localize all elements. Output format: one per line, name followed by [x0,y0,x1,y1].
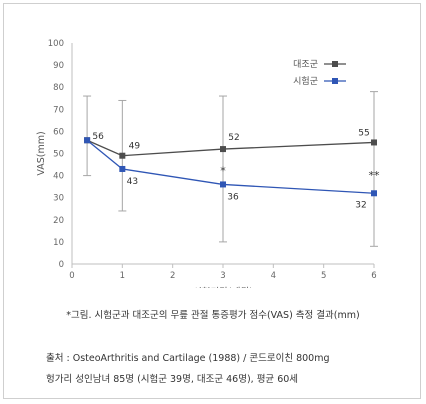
data-label-test: 36 [227,192,239,202]
data-point-control [371,139,377,146]
y-tick-label: 10 [53,238,64,248]
source-citation: 출처 : OsteoArthritis and Cartilage (1988)… [46,353,330,364]
y-tick-label: 80 [53,83,64,93]
y-tick-label: 0 [59,260,64,270]
data-point-test [371,190,377,197]
y-tick-label: 50 [53,150,64,160]
chart-svg: 01020304050607080901000123456시험기간(개월)VAS… [36,39,381,288]
figure-caption: *그림. 시험군과 대조군의 무릎 관절 통증평가 점수(VAS) 측정 결과(… [66,310,360,321]
data-point-test [119,165,126,172]
x-tick-label: 6 [371,271,376,281]
x-axis-label: 시험기간(개월) [193,286,253,288]
y-tick-label: 60 [53,127,64,137]
vas-line-chart: 01020304050607080901000123456시험기간(개월)VAS… [24,26,401,288]
y-tick-label: 70 [53,105,64,115]
x-tick-label: 5 [321,271,326,281]
x-tick-label: 0 [69,271,74,281]
x-tick-label: 1 [120,271,125,281]
y-tick-label: 20 [53,216,64,226]
y-axis-label: VAS(mm) [36,131,47,175]
significance-marker: ** [369,169,381,182]
legend-label: 대조군 [293,59,318,70]
significance-marker: * [220,165,226,178]
y-tick-label: 40 [53,172,64,182]
figure-frame [3,3,421,399]
data-label-control: 49 [129,142,141,152]
subject-info: 헝가리 성인남녀 85명 (시험군 39명, 대조군 46명), 평균 60세 [46,374,299,385]
y-tick-label: 30 [53,194,64,204]
x-tick-label: 4 [271,271,276,281]
series-line-test [86,139,375,194]
data-label-control: 52 [228,133,239,143]
y-tick-label: 100 [48,39,64,49]
series-line-control [86,139,375,157]
data-point-test [220,181,226,188]
data-label-test: 32 [355,200,366,210]
data-label-control: 55 [358,128,369,138]
legend-marker [332,61,338,67]
x-tick-label: 3 [220,271,225,281]
data-point-control [119,152,126,159]
data-label-control: 56 [92,132,104,142]
legend-marker [332,78,338,84]
legend-label: 시험군 [293,76,318,87]
data-point-test [84,137,91,144]
x-tick-label: 2 [170,271,175,281]
data-point-control [220,146,226,153]
y-tick-label: 90 [53,61,64,71]
data-label-test: 43 [127,177,138,187]
